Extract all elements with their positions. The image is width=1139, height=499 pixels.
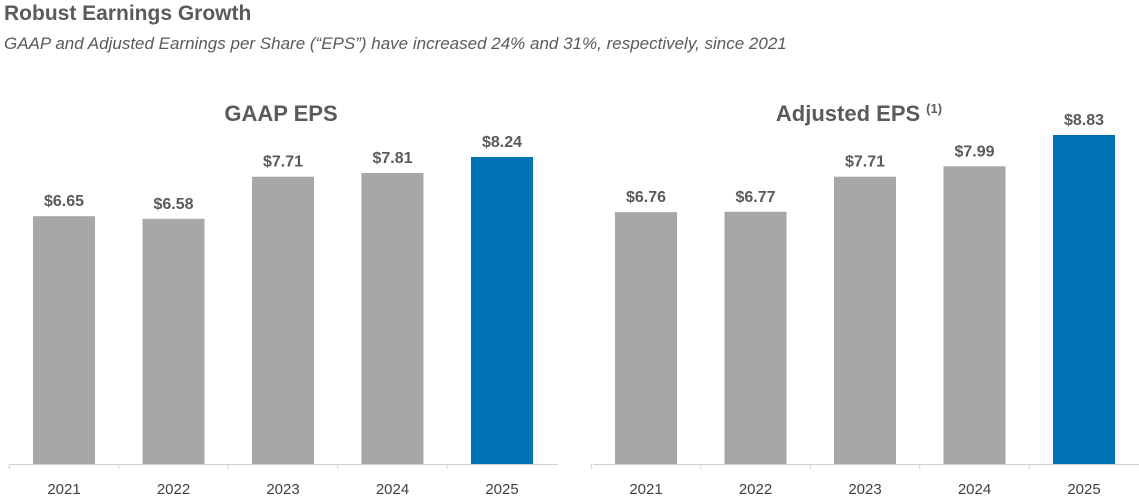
x-tick-label: 2023: [848, 481, 881, 498]
data-label: $6.65: [44, 193, 84, 210]
x-tick-label: 2023: [266, 481, 299, 498]
x-tick-label: 2024: [958, 481, 991, 498]
bar-2023: [834, 176, 896, 464]
data-label: $7.99: [954, 143, 994, 160]
x-tick-label: 2022: [739, 481, 772, 498]
page-title: Robust Earnings Growth: [4, 2, 252, 25]
data-label: $7.71: [263, 154, 303, 171]
x-tick-label: 2021: [47, 481, 80, 498]
data-label: $8.83: [1064, 112, 1104, 129]
bar-2023: [252, 176, 314, 464]
page-subtitle: GAAP and Adjusted Earnings per Share (“E…: [4, 34, 787, 53]
data-label: $6.58: [153, 196, 193, 213]
chart-title: Adjusted EPS (1): [776, 101, 942, 126]
bar-2021: [615, 212, 677, 464]
chart-title: GAAP EPS: [224, 101, 337, 126]
bar-2021: [33, 216, 95, 464]
data-label: $6.77: [735, 189, 775, 206]
bar-2022: [724, 211, 787, 464]
data-label: $8.24: [482, 134, 522, 151]
data-label: $6.76: [626, 189, 666, 206]
bar-2025: [471, 156, 533, 464]
bar-2024: [361, 173, 424, 465]
bar-2024: [943, 166, 1006, 464]
x-tick-label: 2021: [629, 481, 662, 498]
bar-2022: [142, 218, 205, 464]
x-tick-label: 2025: [1067, 481, 1100, 498]
chart-title-footnote: (1): [926, 101, 942, 116]
x-tick-label: 2025: [485, 481, 518, 498]
data-label: $7.81: [372, 150, 412, 167]
x-tick-label: 2022: [157, 481, 190, 498]
gaap-eps-chart: GAAP EPS $6.65 2021 $6.58 2022 $7.71 2023 $7.81…: [8, 101, 558, 498]
bar-2025: [1053, 135, 1115, 464]
adjusted-eps-chart: Adjusted EPS (1) $6.76 2021 $6.77 2022 $7.71 20…: [590, 101, 1139, 498]
x-tick-label: 2024: [376, 481, 409, 498]
data-label: $7.71: [845, 154, 885, 171]
